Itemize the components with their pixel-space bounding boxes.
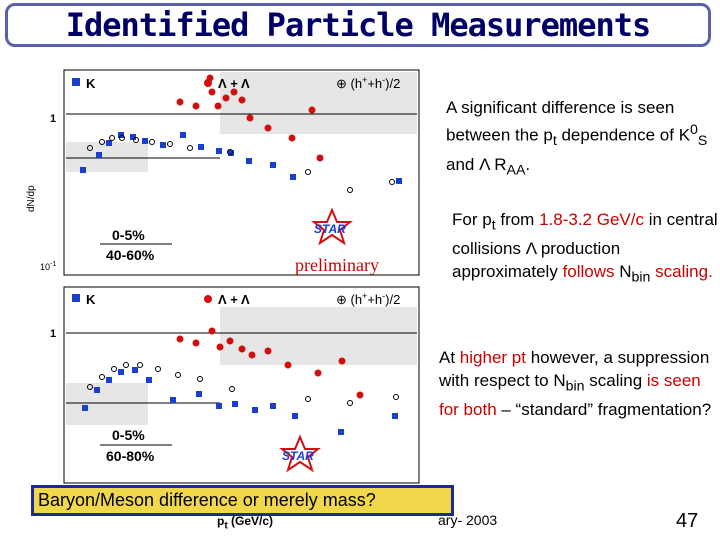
lower-grey-band-left: [66, 383, 148, 425]
upper-grey-band-left: [66, 142, 148, 172]
lower-label-central: 0-5%: [112, 427, 145, 443]
callout-mass-question: Baryon/Meson difference or merely mass?: [31, 485, 454, 516]
footer-date: ary- 2003: [438, 512, 498, 528]
upper-lambda-points: [176, 74, 324, 162]
tick-one: 1: [50, 113, 56, 125]
tick-one-lower: 1: [50, 328, 56, 340]
legend-lambda-marker-lower: [204, 295, 212, 303]
legend-hadrons-lower: ⊕ (h++h-)/2: [336, 291, 400, 307]
lower-plot: K Λ + Λ ⊕ (h++h-)/2 1 0-5% 60-80% STAR: [20, 285, 425, 485]
legend-k0s: K: [86, 76, 96, 91]
legend-k0s-marker-lower: [72, 294, 80, 302]
page-number: 47: [676, 510, 699, 532]
legend-hadrons: ⊕ (h++h-)/2: [336, 75, 400, 91]
lower-k0s-points: [82, 367, 398, 435]
lower-hadron-points: [87, 362, 399, 406]
lower-lambda-points: [176, 327, 364, 399]
y-axis-title: dN/dp: [26, 185, 37, 212]
title-banner: Identified Particle Measurements: [5, 3, 711, 47]
star-logo-upper: STAR: [311, 207, 353, 246]
note-significant-difference: A significant difference is seen between…: [446, 98, 708, 179]
svg-text:STAR: STAR: [282, 449, 314, 463]
legend-k0s-lower: K: [86, 292, 96, 307]
legend-lambda-lower: Λ + Λ: [218, 292, 250, 307]
upper-plot: K Λ + Λ ⊕ (h++h-)/2 1 10-1 dN/dp 0-5% 40…: [20, 62, 425, 284]
preliminary-label: preliminary: [295, 255, 379, 275]
upper-label-peripheral: 40-60%: [106, 247, 155, 263]
upper-grey-band: [220, 72, 417, 134]
svg-text:STAR: STAR: [314, 222, 346, 236]
note-high-pt-suppression: At higher pt however, a suppression with…: [439, 348, 712, 420]
star-logo-lower: STAR: [279, 434, 321, 473]
tick-low: 10-1: [40, 261, 56, 272]
legend-k0s-marker: [72, 78, 80, 86]
upper-label-central: 0-5%: [112, 227, 145, 243]
note-nbin-scaling: For pt from 1.8-3.2 GeV/c in central col…: [452, 210, 718, 286]
upper-k0s-points: [80, 132, 402, 184]
lower-label-peripheral: 60-80%: [106, 448, 155, 464]
legend-lambda: Λ + Λ: [218, 76, 250, 91]
x-axis-label: pt (GeV/c): [217, 514, 274, 532]
slide-title: Identified Particle Measurements: [65, 6, 651, 44]
upper-hadron-points: [87, 135, 395, 193]
